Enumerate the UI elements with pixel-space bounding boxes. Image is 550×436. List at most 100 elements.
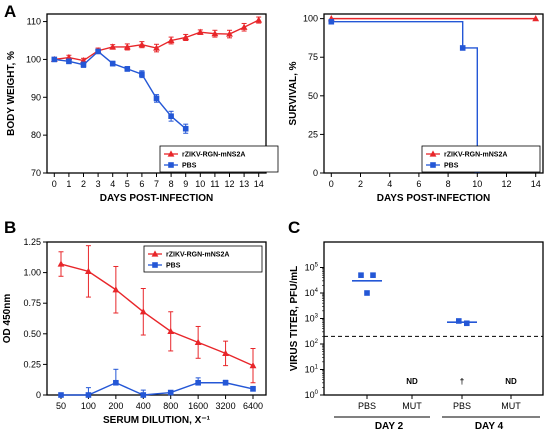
elisa-point	[85, 392, 92, 398]
elisa-point	[249, 362, 257, 369]
titer-plot-frame	[323, 241, 544, 396]
weight-point	[124, 66, 131, 72]
weight-series-line-0	[54, 19, 260, 62]
survival-legend-marker-0	[429, 150, 437, 157]
weight-x-tick-label: 11	[210, 179, 219, 189]
titer-annotation: ND	[505, 377, 517, 386]
elisa-point	[222, 349, 229, 356]
weight-point	[109, 43, 117, 50]
titer-point	[456, 318, 462, 324]
survival-legend-box	[421, 145, 541, 173]
weight-x-tick-label: 13	[239, 179, 249, 189]
survival-y-tick-label: 50	[308, 91, 318, 101]
titer-x-tick-label: PBS	[453, 401, 471, 411]
elisa-x-tick-label: 100	[81, 401, 96, 411]
survival-y-tick-label: 0	[313, 168, 318, 178]
elisa-x-axis-title: SERUM DILUTION, X⁻¹	[103, 415, 211, 426]
weight-point	[80, 61, 87, 68]
weight-x-tick-label: 1	[66, 179, 71, 189]
titer-y-tick-label: 104	[305, 288, 319, 298]
elisa-point	[57, 260, 65, 267]
elisa-x-tick-label: 3200	[216, 401, 236, 411]
elisa-point	[139, 308, 147, 315]
elisa-point	[222, 379, 229, 386]
weight-point	[153, 95, 160, 102]
survival-legend-label-0: rZIKV-RGN-mNS2A	[444, 152, 507, 159]
survival-legend-label-1: PBS	[444, 163, 459, 170]
titer-x-tick-label: MUT	[402, 401, 422, 411]
weight-x-axis-title: DAYS POST-INFECTION	[100, 193, 214, 204]
weight-point	[51, 56, 58, 63]
survival-x-axis-title: DAYS POST-INFECTION	[377, 193, 491, 204]
weight-point	[66, 58, 72, 65]
elisa-point	[112, 286, 120, 293]
elisa-y-tick-label: 1.00	[23, 268, 41, 278]
weight-x-tick-label: 4	[110, 179, 115, 189]
elisa-legend-label-1: PBS	[166, 263, 181, 270]
elisa-point	[194, 338, 202, 345]
survival-x-tick-label: 2	[358, 179, 363, 189]
survival-y-tick-label: 75	[308, 52, 318, 62]
elisa-point	[85, 267, 92, 274]
titer-y-tick-label: 103	[305, 314, 319, 324]
weight-point	[138, 41, 146, 48]
weight-point	[109, 60, 116, 67]
titer-y-axis-title: VIRUS TITER, PFU/mL	[289, 266, 300, 372]
panel-letter-b: B	[4, 218, 17, 237]
elisa-point	[140, 392, 147, 398]
titer-x-tick-label: MUT	[501, 401, 521, 411]
survival-point	[532, 15, 540, 22]
weight-x-tick-label: 3	[96, 179, 101, 189]
weight-x-tick-label: 9	[183, 179, 188, 189]
elisa-y-tick-label: 0.75	[23, 298, 41, 308]
weight-point	[139, 71, 145, 77]
weight-legend-label-1: PBS	[182, 163, 197, 170]
elisa-plot-frame	[46, 241, 267, 396]
weight-y-tick-label: 80	[31, 130, 41, 140]
titer-point	[464, 320, 470, 327]
titer-point	[370, 272, 376, 278]
titer-y-tick-label: 101	[305, 365, 319, 375]
panel-letter-c: C	[288, 218, 301, 237]
survival-y-axis-title: SURVIVAL, %	[288, 61, 299, 125]
weight-x-tick-label: 7	[154, 179, 159, 189]
weight-x-tick-label: 8	[169, 179, 174, 189]
titer-annotation: ND	[406, 377, 418, 386]
titer-y-tick-label: 102	[305, 339, 319, 349]
elisa-point	[58, 392, 64, 398]
survival-x-tick-label: 14	[531, 179, 541, 189]
weight-point	[182, 125, 189, 132]
elisa-point	[167, 327, 175, 334]
survival-x-tick-label: 6	[416, 179, 421, 189]
weight-point	[123, 43, 131, 50]
weight-point	[182, 33, 190, 41]
elisa-x-tick-label: 200	[108, 401, 123, 411]
titer-x-tick-label: PBS	[358, 401, 376, 411]
elisa-point	[113, 379, 119, 386]
panel-letter-a: A	[4, 2, 17, 21]
survival-x-tick-label: 0	[329, 179, 334, 189]
elisa-x-tick-label: 1600	[188, 401, 208, 411]
elisa-y-axis-title: OD 450nm	[2, 294, 13, 344]
survival-y-tick-label: 25	[308, 129, 318, 139]
elisa-series-line-1	[61, 381, 254, 396]
weight-series-line-1	[54, 50, 187, 130]
elisa-series-line-0	[60, 263, 254, 367]
weight-x-tick-label: 12	[224, 179, 234, 189]
weight-x-tick-label: 6	[139, 179, 144, 189]
survival-point	[459, 45, 466, 51]
survival-point	[328, 18, 335, 25]
survival-x-tick-label: 4	[387, 179, 392, 189]
elisa-x-tick-label: 50	[56, 401, 66, 411]
elisa-y-tick-label: 0.25	[23, 359, 41, 369]
elisa-y-tick-label: 1.25	[23, 237, 41, 247]
weight-legend-marker-1	[168, 162, 174, 168]
elisa-legend-marker-1	[152, 262, 158, 268]
weight-point	[168, 113, 174, 120]
elisa-point	[195, 379, 201, 386]
weight-point	[255, 16, 263, 23]
weight-y-tick-label: 110	[27, 17, 41, 27]
weight-point	[226, 30, 233, 37]
